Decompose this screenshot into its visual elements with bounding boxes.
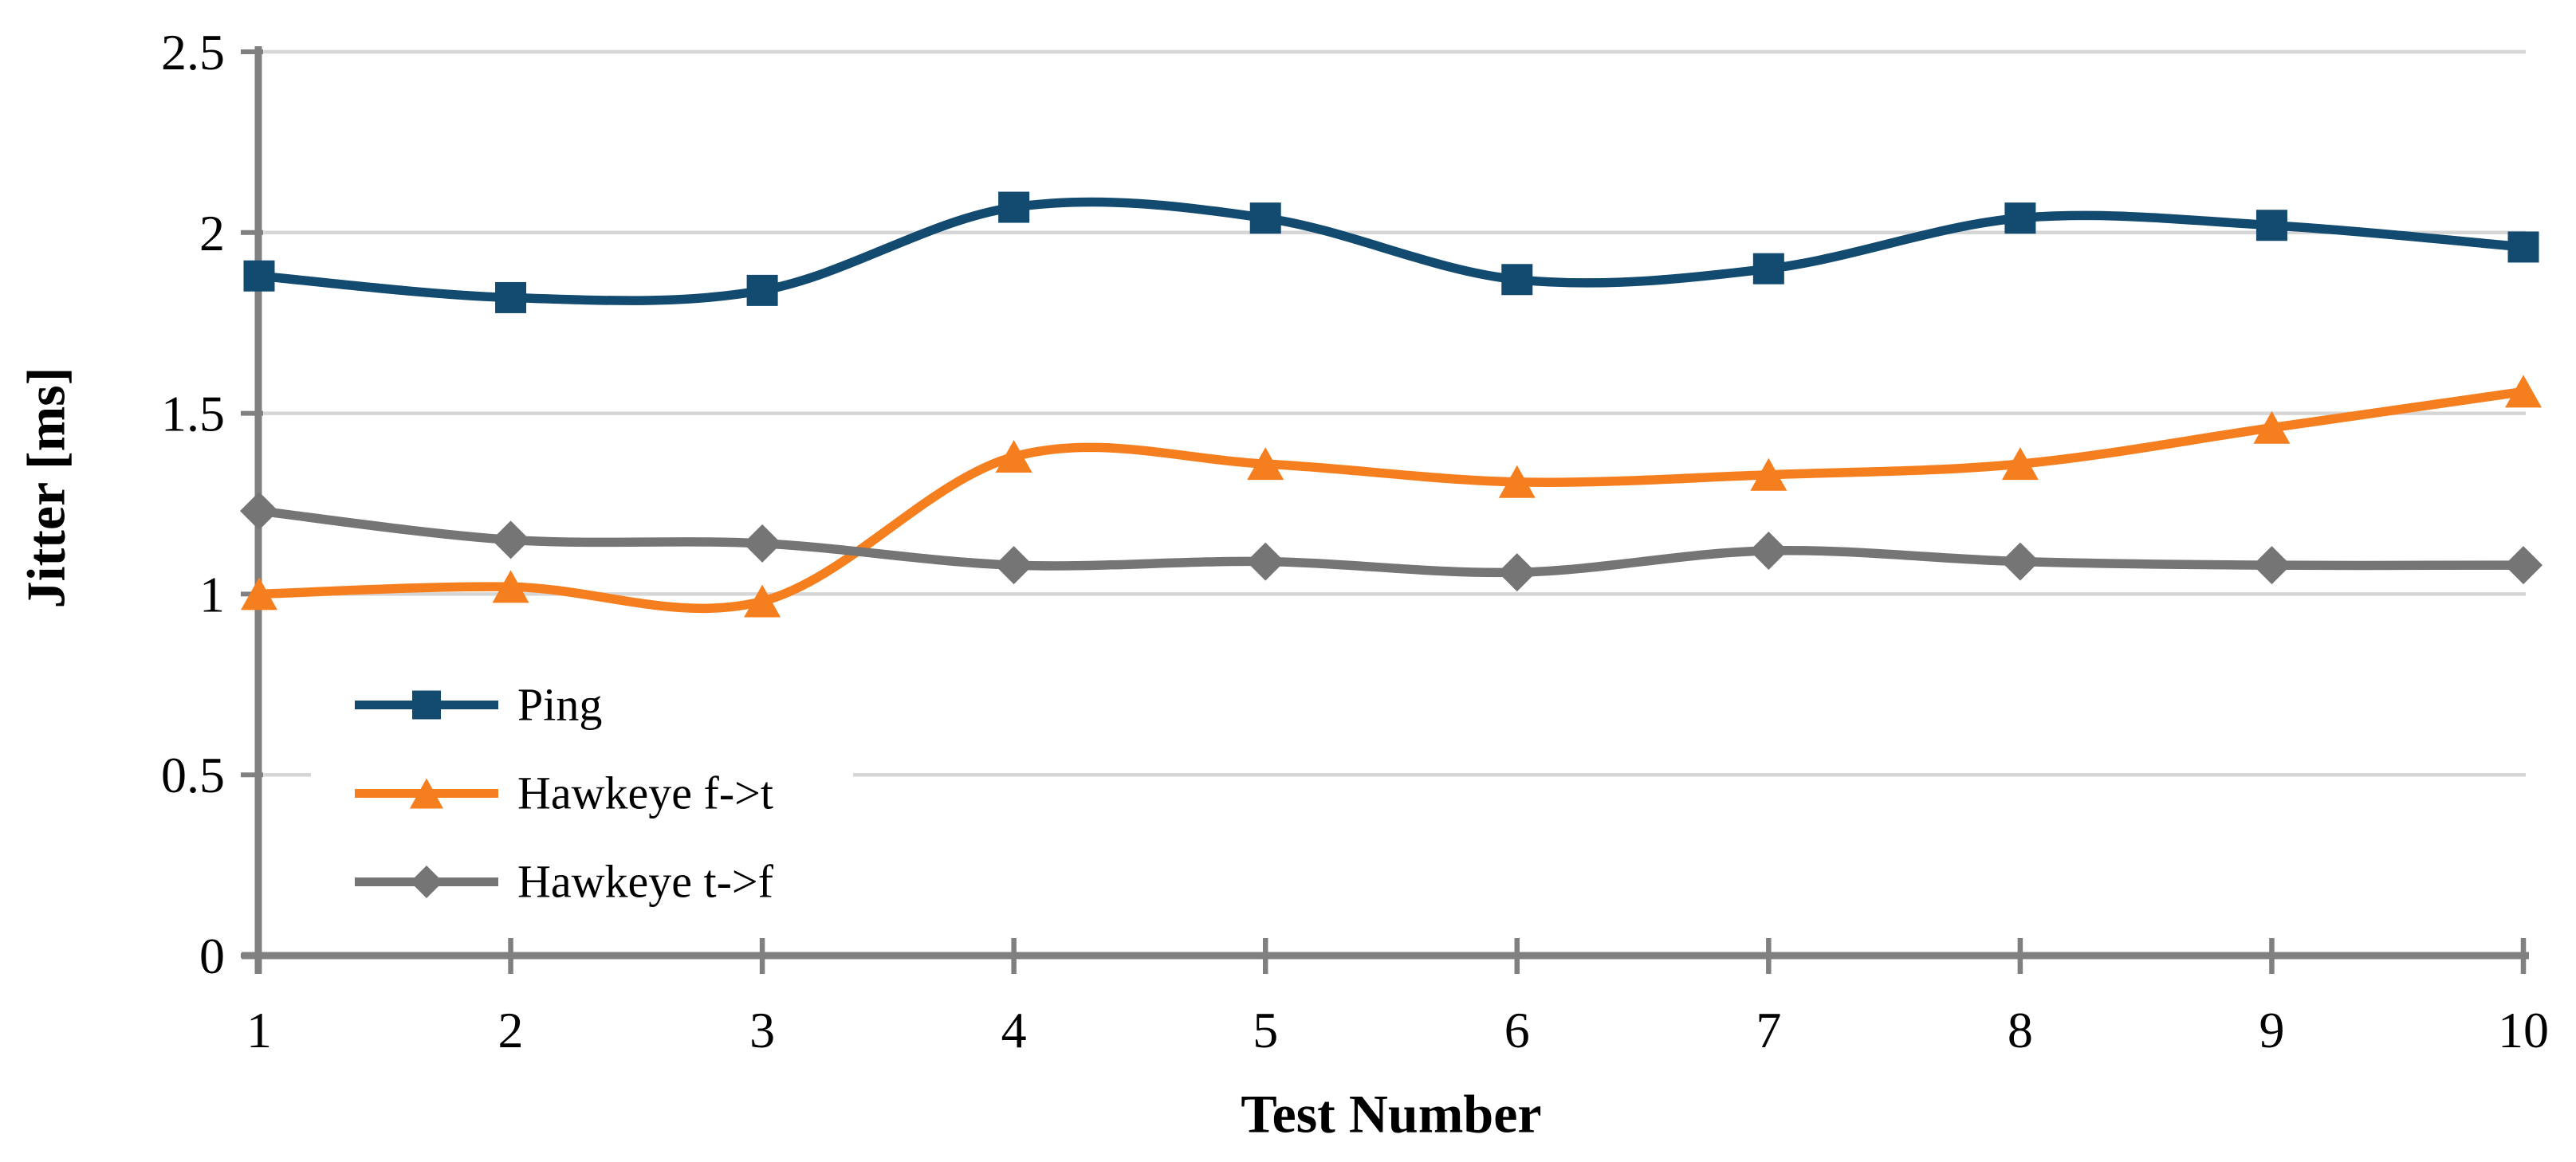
x-tick-label: 4 <box>1001 1002 1027 1058</box>
x-tick-label: 7 <box>1756 1002 1781 1058</box>
data-point-marker <box>743 524 782 563</box>
series-line-diamond <box>258 506 2524 578</box>
data-point-marker <box>243 260 275 292</box>
y-tick-label: 0 <box>199 928 225 984</box>
diamond-marker-icon <box>410 865 443 898</box>
data-point-marker <box>240 492 278 531</box>
x-tick-label: 2 <box>498 1002 524 1058</box>
data-point-marker <box>2252 546 2291 585</box>
legend-label-hawkeye-ft: Hawkeye f->t <box>517 767 773 819</box>
y-tick-label: 1.5 <box>161 386 225 442</box>
data-point-marker <box>2504 546 2543 585</box>
x-tick-label: 9 <box>2259 1002 2284 1058</box>
data-point-marker <box>994 546 1033 585</box>
square-marker-icon <box>412 690 441 719</box>
x-tick-label: 3 <box>749 1002 775 1058</box>
data-point-marker <box>2004 202 2036 234</box>
data-point-marker <box>2253 410 2291 444</box>
x-tick-label: 5 <box>1253 1002 1278 1058</box>
hawkeye-tf-line-sample <box>355 865 498 898</box>
data-point-marker <box>2505 375 2542 408</box>
data-point-marker <box>492 570 529 603</box>
data-point-marker <box>2255 210 2287 241</box>
legend-item-hawkeye-ft: Hawkeye f->t <box>355 767 773 820</box>
data-point-marker <box>1497 553 1536 592</box>
y-tick-label: 0.5 <box>161 747 225 803</box>
data-point-marker <box>491 520 530 559</box>
x-tick-label: 6 <box>1504 1002 1530 1058</box>
legend-item-hawkeye-tf: Hawkeye t->f <box>355 855 773 909</box>
x-axis-title: Test Number <box>1241 1083 1542 1144</box>
series-line-triangle <box>258 387 2524 614</box>
data-point-marker <box>998 191 1030 223</box>
legend-item-ping: Ping <box>355 678 602 732</box>
data-point-marker <box>1750 457 1787 491</box>
series-line-square <box>258 197 2524 305</box>
legend-label-hawkeye-tf: Hawkeye t->f <box>517 855 773 908</box>
data-point-marker <box>744 584 781 618</box>
data-point-marker <box>1247 447 1284 481</box>
hawkeye-ft-line-sample <box>355 777 498 809</box>
x-tick-label: 10 <box>2498 1002 2549 1058</box>
legend-label-ping: Ping <box>517 678 603 731</box>
data-point-marker <box>1246 542 1285 581</box>
data-point-marker <box>2000 542 2039 581</box>
data-point-marker <box>241 577 277 610</box>
data-point-marker <box>495 281 527 313</box>
data-point-marker <box>2507 231 2539 263</box>
ping-line-sample <box>355 689 498 720</box>
data-point-marker <box>1249 202 1281 234</box>
data-point-marker <box>1498 465 1536 498</box>
data-point-marker <box>995 440 1032 473</box>
y-tick-label: 1 <box>199 566 225 622</box>
x-tick-label: 1 <box>246 1002 272 1058</box>
data-point-marker <box>2001 447 2039 481</box>
y-axis-title: Jitter [ms] <box>15 367 77 609</box>
data-point-marker <box>1752 253 1784 285</box>
data-point-marker <box>746 274 778 306</box>
data-point-marker <box>1749 531 1788 570</box>
y-tick-label: 2.5 <box>161 24 225 80</box>
y-tick-label: 2 <box>199 205 225 261</box>
triangle-marker-icon <box>410 778 443 808</box>
data-point-marker <box>1501 264 1533 296</box>
x-tick-label: 8 <box>2008 1002 2033 1058</box>
